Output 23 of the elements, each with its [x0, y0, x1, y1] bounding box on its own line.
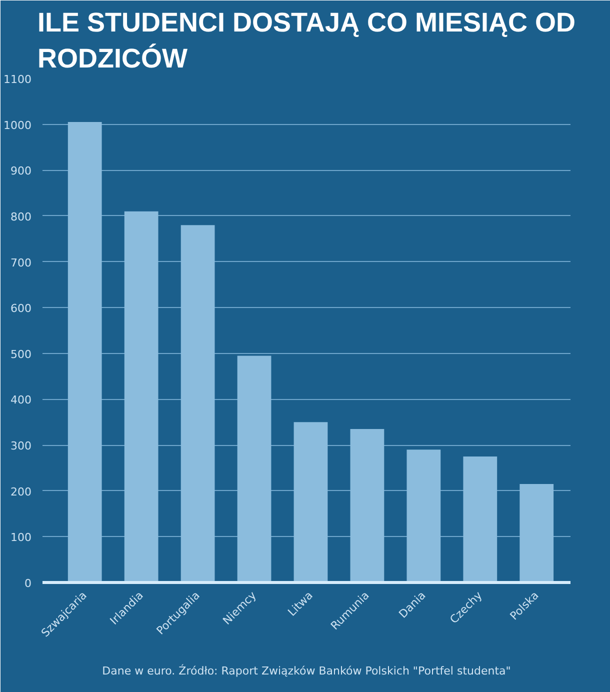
y-tick-label: 1000 [4, 118, 32, 132]
bar [180, 225, 215, 582]
y-tick-label: 500 [10, 348, 32, 361]
bar [463, 456, 498, 582]
bar [124, 211, 158, 582]
y-tick-label: 1100 [4, 73, 32, 86]
chart-title: ILE STUDENCI DOSTAJĄ CO MIESIĄC OD RODZICÓW [37, 8, 576, 74]
bar [294, 422, 328, 582]
y-tick-label: 300 [10, 440, 32, 453]
y-tick-label: 400 [10, 394, 32, 407]
bar [68, 122, 102, 582]
y-tick-label: 200 [10, 485, 32, 498]
bar [406, 450, 441, 582]
text: Dane w euro. Źródło: Raport Związków Banków Polskich "Portfel studenta" [102, 664, 511, 678]
bar [520, 484, 554, 582]
bar [237, 356, 272, 582]
y-tick-label: 100 [10, 531, 32, 544]
y-tick-label: 600 [10, 302, 32, 316]
y-tick-label: 800 [10, 210, 32, 224]
y-tick-label: 900 [10, 164, 32, 178]
y-tick-label: 700 [10, 256, 32, 270]
y-tick-label: 0 [24, 577, 32, 590]
bar [350, 429, 384, 582]
